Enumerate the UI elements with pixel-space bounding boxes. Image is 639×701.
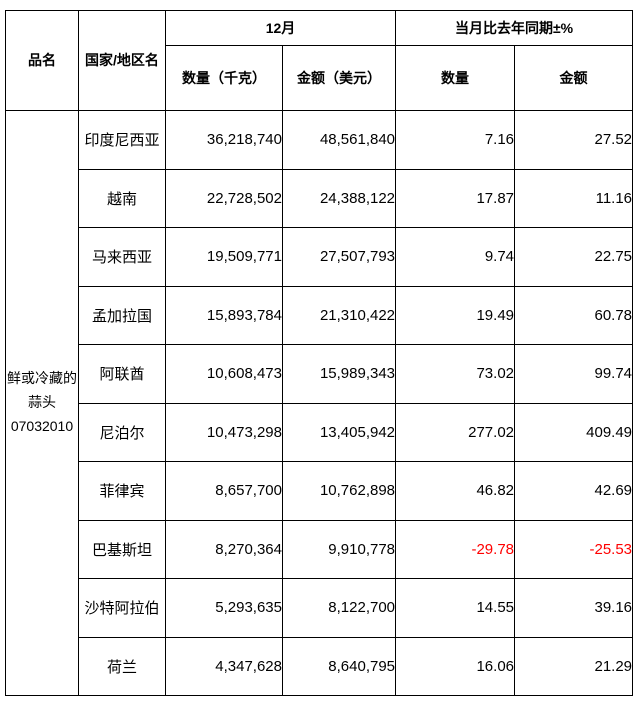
quantity-yoy-cell: 46.82 <box>395 461 516 521</box>
quantity-cell: 15,893,784 <box>165 285 283 345</box>
amount-cell: 10,762,898 <box>281 461 397 521</box>
quantity-cell: 5,293,635 <box>165 578 283 638</box>
quantity-yoy-cell: 277.02 <box>395 402 516 462</box>
country-cell: 菲律宾 <box>78 461 166 521</box>
quantity-cell: 8,657,700 <box>165 461 283 521</box>
amount-yoy-cell: -25.53 <box>514 519 634 579</box>
product-name: 鲜或冷藏的蒜头 <box>7 370 77 411</box>
country-cell: 尼泊尔 <box>78 402 166 462</box>
quantity-yoy-cell: 17.87 <box>395 168 516 228</box>
amount-cell: 48,561,840 <box>281 110 397 170</box>
quantity-cell: 10,473,298 <box>165 402 283 462</box>
header-quantity-yoy: 数量 <box>395 45 516 111</box>
amount-yoy-cell: 22.75 <box>514 227 634 287</box>
table-row: 荷兰 4,347,628 8,640,795 16.06 21.29 <box>6 636 634 696</box>
country-cell: 越南 <box>78 168 166 228</box>
amount-cell: 8,122,700 <box>281 578 397 638</box>
amount-yoy-cell: 21.29 <box>514 636 634 696</box>
header-product-name: 品名 <box>5 10 79 111</box>
quantity-yoy-cell: 19.49 <box>395 285 516 345</box>
quantity-yoy-cell: 73.02 <box>395 344 516 404</box>
amount-yoy-cell: 409.49 <box>514 402 634 462</box>
table-row: 马来西亚 19,509,771 27,507,793 9.74 22.75 <box>6 227 634 287</box>
country-cell: 荷兰 <box>78 636 166 696</box>
amount-cell: 15,989,343 <box>281 344 397 404</box>
quantity-yoy-cell: 14.55 <box>395 578 516 638</box>
country-cell: 巴基斯坦 <box>78 519 166 579</box>
amount-yoy-cell: 27.52 <box>514 110 634 170</box>
amount-yoy-cell: 60.78 <box>514 285 634 345</box>
trade-statistics-table: 品名 国家/地区名 12月 当月比去年同期±% 数量（千克） 金额（美元） 数量… <box>5 10 634 696</box>
amount-cell: 13,405,942 <box>281 402 397 462</box>
table-row: 阿联酋 10,608,473 15,989,343 73.02 99.74 <box>6 344 634 404</box>
table-row: 孟加拉国 15,893,784 21,310,422 19.49 60.78 <box>6 285 634 345</box>
country-cell: 阿联酋 <box>78 344 166 404</box>
quantity-cell: 8,270,364 <box>165 519 283 579</box>
header-group-december: 12月 <box>164 10 397 46</box>
country-cell: 沙特阿拉伯 <box>78 578 166 638</box>
table-row: 尼泊尔 10,473,298 13,405,942 277.02 409.49 <box>6 402 634 462</box>
header-amount-usd: 金额（美元） <box>281 45 397 111</box>
country-cell: 孟加拉国 <box>78 285 166 345</box>
header-quantity-kg: 数量（千克） <box>165 45 283 111</box>
header-group-yoy-change: 当月比去年同期±% <box>395 10 634 46</box>
quantity-yoy-cell: -29.78 <box>395 519 516 579</box>
amount-yoy-cell: 11.16 <box>514 168 634 228</box>
table-row: 巴基斯坦 8,270,364 9,910,778 -29.78 -25.53 <box>6 519 634 579</box>
quantity-yoy-cell: 7.16 <box>395 110 516 170</box>
table-row: 越南 22,728,502 24,388,122 17.87 11.16 <box>6 168 634 228</box>
amount-yoy-cell: 99.74 <box>514 344 634 404</box>
amount-cell: 8,640,795 <box>281 636 397 696</box>
country-cell: 马来西亚 <box>78 227 166 287</box>
product-name-cell: 鲜或冷藏的蒜头 07032010 <box>5 110 79 696</box>
amount-cell: 24,388,122 <box>281 168 397 228</box>
header-country-region: 国家/地区名 <box>78 10 166 111</box>
table-row: 沙特阿拉伯 5,293,635 8,122,700 14.55 39.16 <box>6 578 634 638</box>
quantity-cell: 22,728,502 <box>165 168 283 228</box>
product-hs-code: 07032010 <box>10 417 74 434</box>
table-row: 鲜或冷藏的蒜头 07032010 印度尼西亚 36,218,740 48,561… <box>5 110 634 696</box>
country-cell: 印度尼西亚 <box>78 110 166 170</box>
amount-yoy-cell: 42.69 <box>514 461 634 521</box>
amount-cell: 9,910,778 <box>281 519 397 579</box>
quantity-cell: 4,347,628 <box>165 636 283 696</box>
amount-cell: 27,507,793 <box>281 227 397 287</box>
quantity-cell: 36,218,740 <box>165 110 283 170</box>
quantity-cell: 19,509,771 <box>165 227 283 287</box>
quantity-cell: 10,608,473 <box>165 344 283 404</box>
header-amount-yoy: 金额 <box>514 45 634 111</box>
amount-cell: 21,310,422 <box>281 285 397 345</box>
table-row: 菲律宾 8,657,700 10,762,898 46.82 42.69 <box>6 461 634 521</box>
quantity-yoy-cell: 16.06 <box>395 636 516 696</box>
amount-yoy-cell: 39.16 <box>514 578 634 638</box>
quantity-yoy-cell: 9.74 <box>395 227 516 287</box>
